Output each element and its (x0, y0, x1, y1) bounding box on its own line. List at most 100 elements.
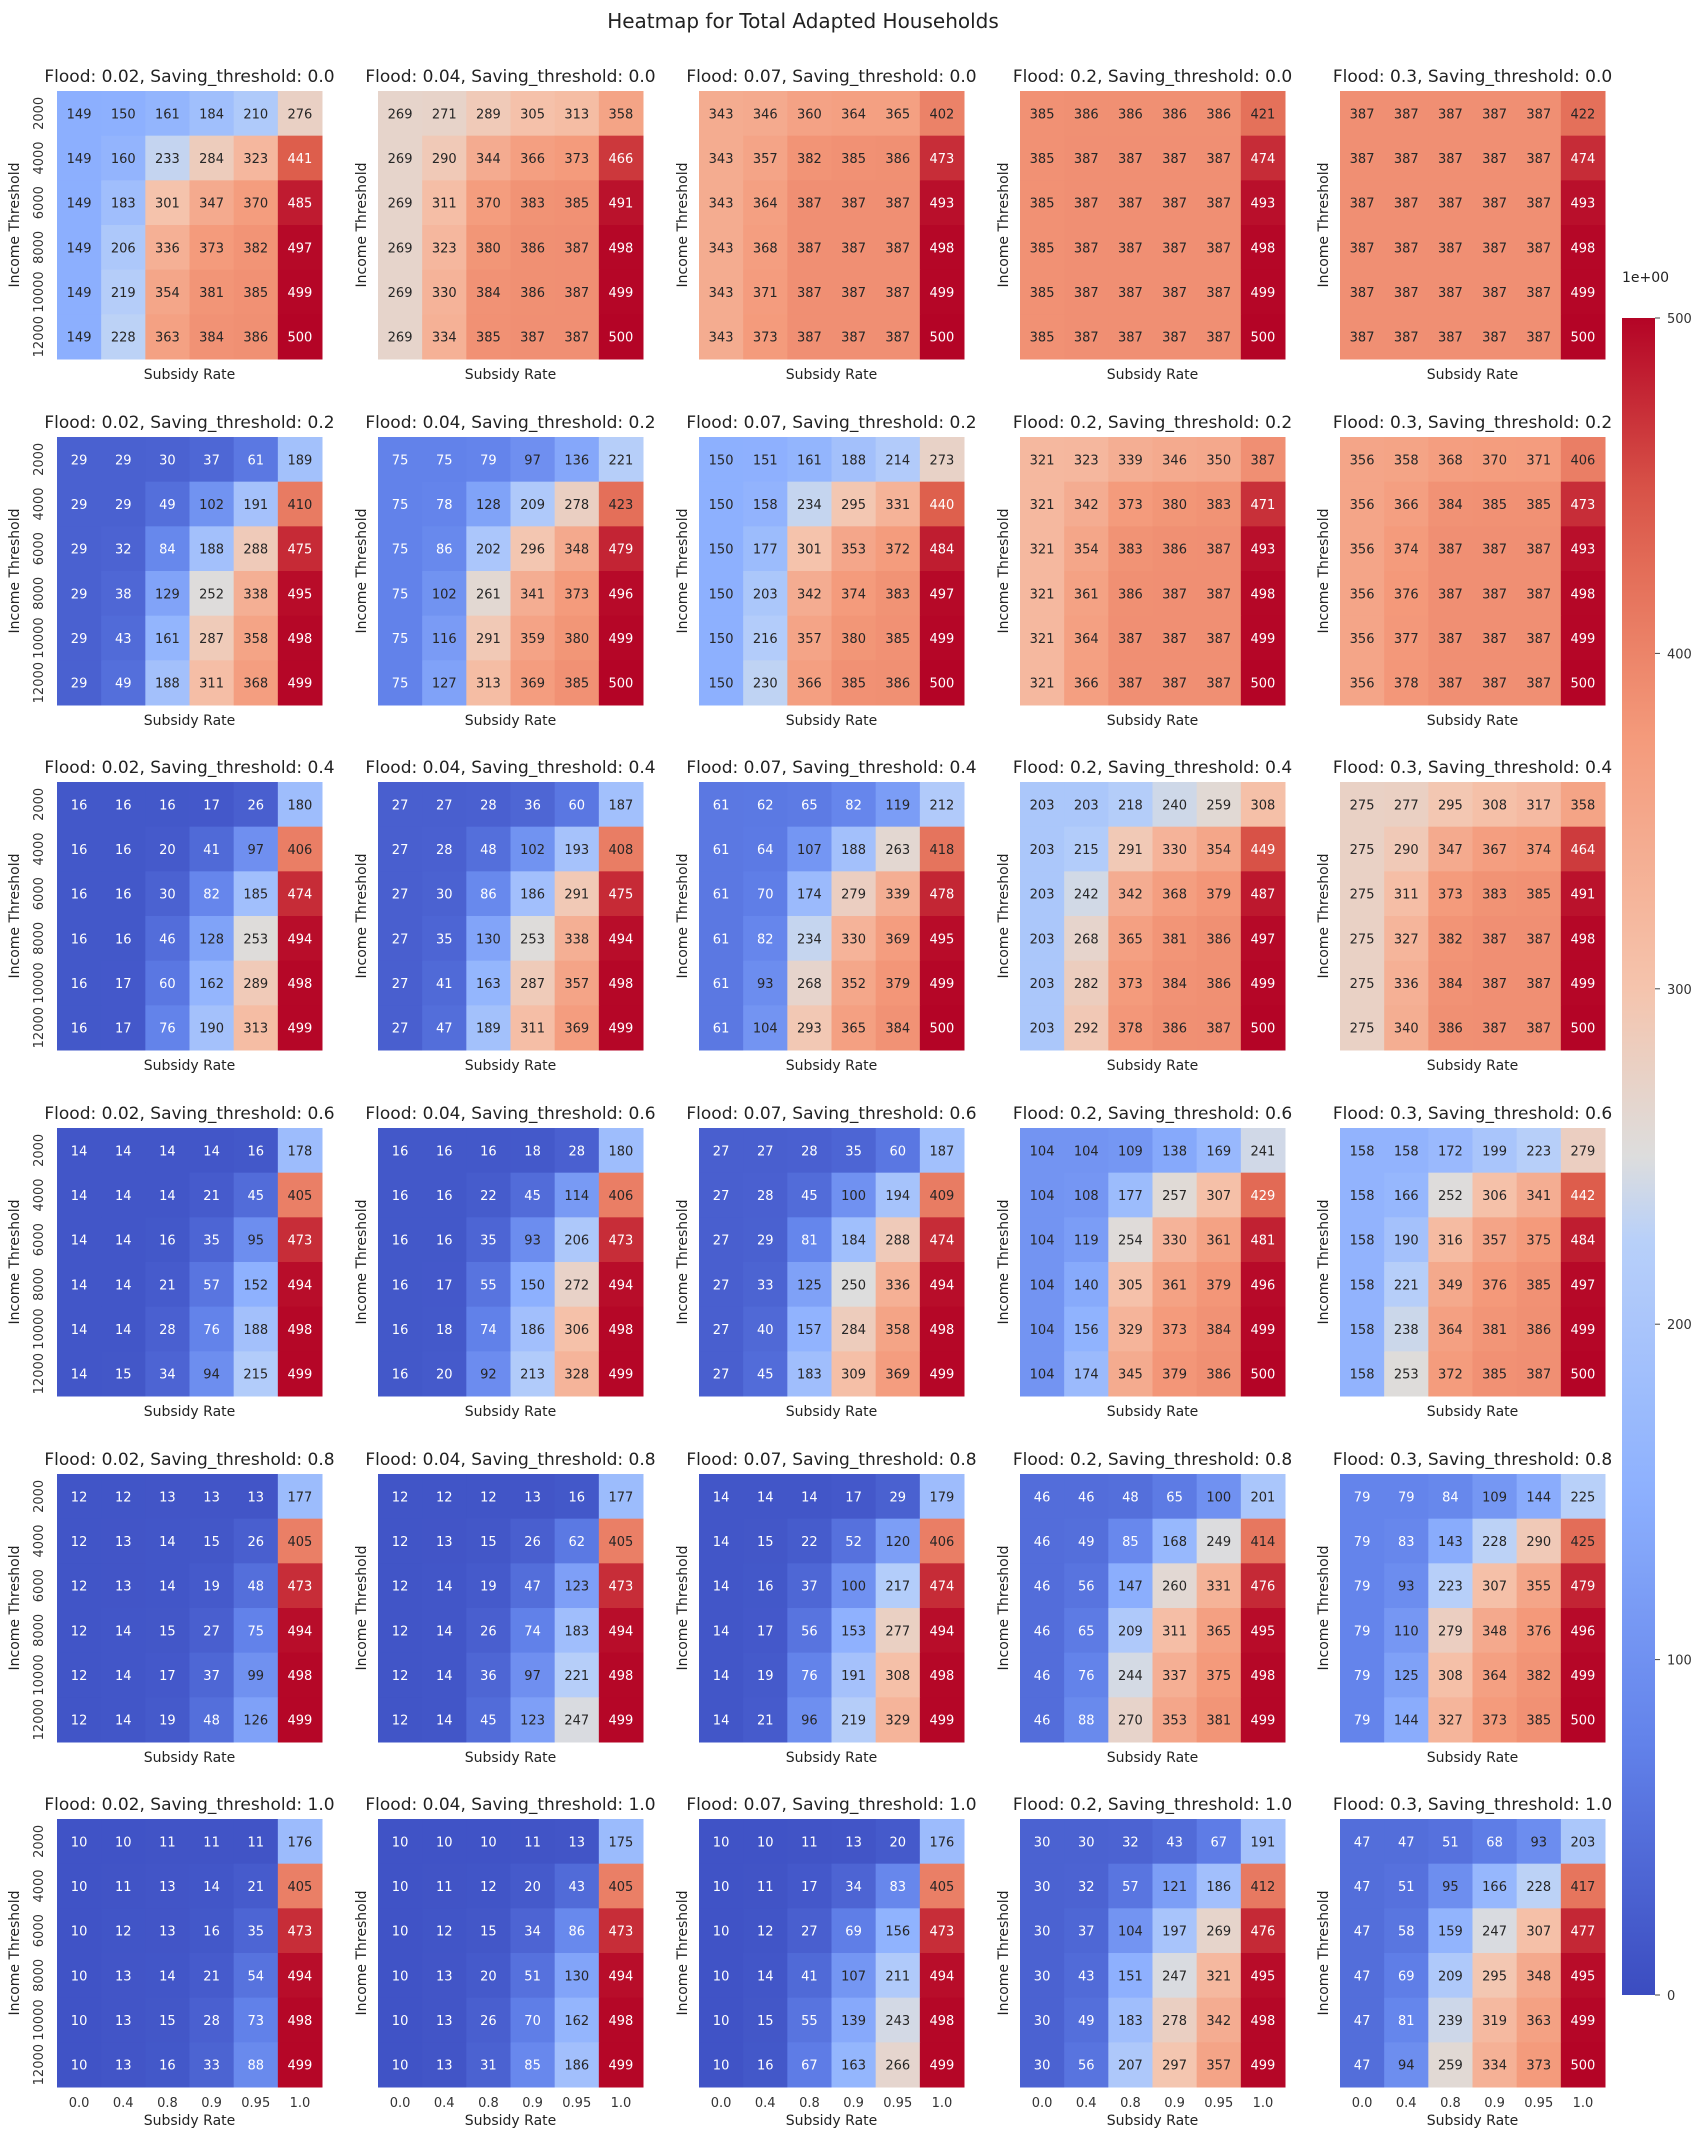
cell-label: 150 (709, 543, 734, 558)
cell-label: 387 (1438, 587, 1463, 602)
heatmap-cell (1472, 1908, 1518, 1954)
cell-label: 10 (757, 1835, 774, 1850)
heatmap-cell (598, 314, 644, 360)
heatmap-cell (1516, 916, 1562, 962)
cell-label: 278 (1162, 2014, 1187, 2029)
heatmap-cell (422, 1306, 467, 1352)
cell-label: 79 (1354, 1669, 1371, 1684)
cell-label: 125 (797, 1278, 822, 1293)
heatmap-cell (1196, 1608, 1242, 1654)
cell-label: 500 (1251, 331, 1276, 346)
cell-label: 368 (1438, 453, 1463, 468)
cell-label: 372 (885, 543, 910, 558)
cell-label: 161 (155, 632, 180, 647)
heatmap-cell (1384, 1908, 1429, 1954)
cell-label: 381 (1162, 932, 1187, 947)
heatmap-cell (1560, 1005, 1606, 1051)
heatmap-cell (1340, 269, 1385, 315)
heatmap-cell (1472, 1217, 1518, 1263)
cell-label: 369 (885, 932, 910, 947)
heatmap-cell (1108, 916, 1153, 962)
cell-label: 387 (797, 197, 822, 212)
heatmap-cell (277, 1563, 323, 1609)
heatmap-cell (1560, 437, 1606, 483)
cell-label: 14 (801, 1490, 818, 1505)
heatmap-cell (378, 571, 423, 617)
heatmap-cell (699, 180, 744, 226)
heatmap-panel: Flood: 0.02, Saving_threshold: 0.229 29 30… (7, 413, 335, 729)
cell-label: 479 (609, 543, 634, 558)
heatmap-cell (598, 1217, 644, 1263)
cell-label: 387 (1526, 1368, 1551, 1383)
cell-label: 203 (1030, 932, 1055, 947)
heatmap-cell (466, 1306, 511, 1352)
heatmap-cell (831, 826, 877, 872)
cell-label: 423 (609, 498, 634, 513)
x-axis-label: Subsidy Rate (1427, 2113, 1519, 2129)
cell-label: 292 (1074, 1022, 1099, 1037)
heatmap-cell (422, 1351, 467, 1397)
heatmap-cell (1340, 916, 1385, 962)
heatmap-cell (1064, 1608, 1109, 1654)
heatmap-cell (875, 1563, 921, 1609)
cell-label: 410 (288, 498, 313, 513)
heatmap-cell (233, 225, 279, 271)
heatmap-cell (699, 1518, 744, 1564)
x-axis-label: Subsidy Rate (786, 367, 878, 383)
heatmap-cell (1472, 269, 1518, 315)
cell-label: 373 (564, 152, 589, 167)
heatmap-cell (598, 916, 644, 962)
y-axis-label: Income Threshold (675, 1891, 691, 2016)
cell-label: 15 (757, 1535, 774, 1550)
heatmap-cell (554, 782, 600, 828)
heatmap-panel: Flood: 0.07, Saving_threshold: 0.814 14 14… (675, 1450, 977, 1766)
cell-label: 225 (1571, 1490, 1596, 1505)
heatmap-cell (1064, 1306, 1109, 1352)
heatmap-cell (875, 180, 921, 226)
heatmap-cell (510, 1997, 556, 2043)
heatmap-cell (466, 481, 511, 527)
heatmap-cell (1020, 1217, 1065, 1263)
cell-label: 329 (1118, 1323, 1143, 1338)
heatmap-cell (510, 1217, 556, 1263)
heatmap-cell (875, 1953, 921, 1999)
cell-label: 487 (1251, 888, 1276, 903)
cell-label: 11 (436, 1880, 453, 1895)
cell-label: 442 (1571, 1189, 1596, 1204)
heatmap-cell (1020, 660, 1065, 706)
y-tick-label: 10000 (32, 1654, 47, 1695)
heatmap-cell (743, 1697, 788, 1743)
cell-label: 254 (1118, 1234, 1143, 1249)
heatmap-cell (1108, 1306, 1153, 1352)
y-axis-label: Income Threshold (354, 163, 370, 288)
heatmap-cell (554, 1474, 600, 1520)
heatmap-cell (233, 1997, 279, 2043)
x-tick-label: 0.95 (1524, 2096, 1553, 2111)
cell-label: 47 (524, 1580, 541, 1595)
heatmap-cell (598, 1128, 644, 1174)
cell-label: 188 (155, 677, 180, 692)
cell-label: 27 (713, 1278, 730, 1293)
cell-label: 76 (203, 1323, 220, 1338)
cell-label: 12 (436, 1925, 453, 1940)
heatmap-cell (422, 225, 467, 271)
heatmap-cell (831, 1518, 877, 1564)
cell-label: 327 (1438, 1714, 1463, 1729)
cell-label: 223 (1438, 1580, 1463, 1595)
x-axis-label: Subsidy Rate (144, 1058, 236, 1074)
heatmap-cell (277, 1262, 323, 1308)
heatmap-cell (787, 225, 832, 271)
heatmap-panel: Flood: 0.04, Saving_threshold: 0.812 12 12… (354, 1450, 656, 1766)
heatmap-cell (1196, 1819, 1242, 1865)
heatmap-cell (699, 1997, 744, 2043)
heatmap-cell (277, 1306, 323, 1352)
heatmap-cell (510, 437, 556, 483)
heatmap-cell (1516, 1819, 1562, 1865)
cell-label: 500 (609, 677, 634, 692)
heatmap-cell (1108, 826, 1153, 872)
heatmap-cell (422, 1863, 467, 1909)
cell-label: 12 (71, 1669, 88, 1684)
heatmap-cell (1196, 1953, 1242, 1999)
cell-label: 17 (436, 1278, 453, 1293)
cell-label: 28 (159, 1323, 176, 1338)
